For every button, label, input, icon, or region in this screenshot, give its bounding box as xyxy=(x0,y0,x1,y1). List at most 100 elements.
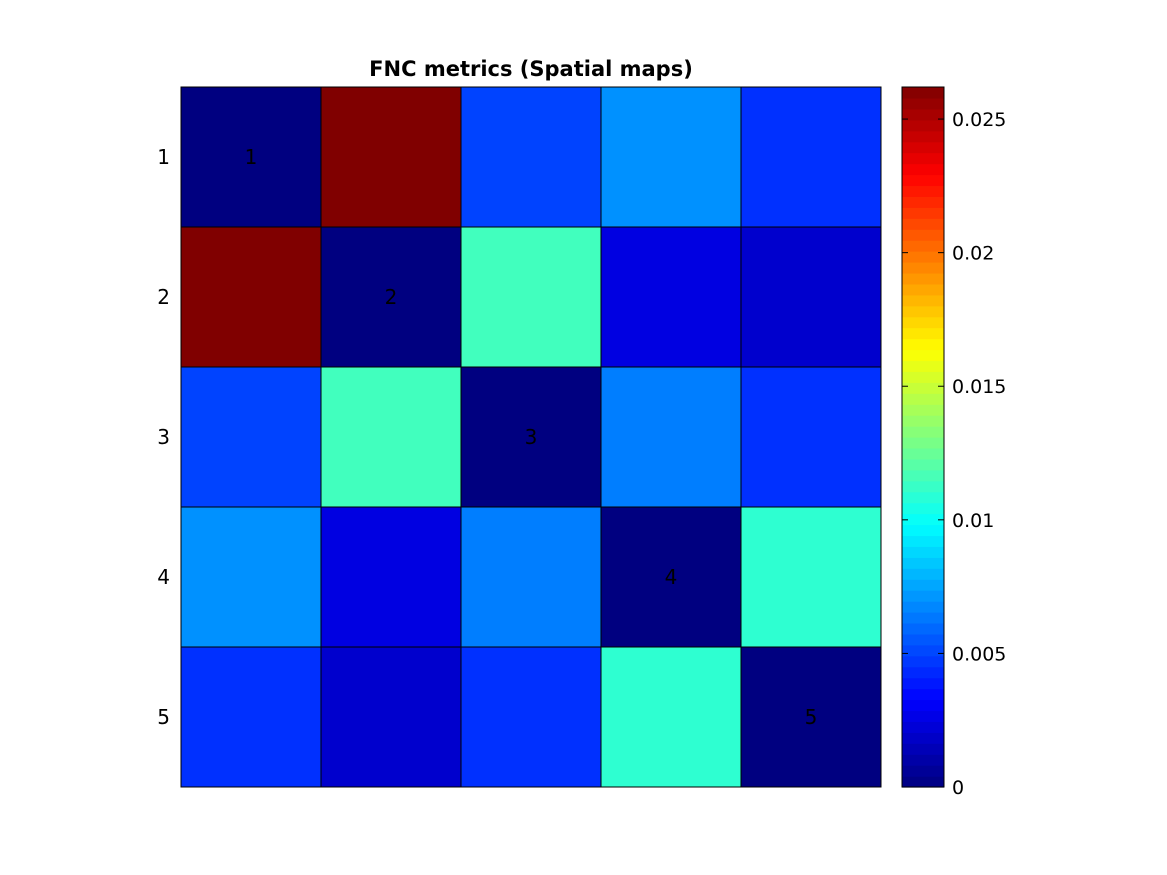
colorbar-swatch xyxy=(902,732,944,744)
colorbar-swatch xyxy=(902,174,944,187)
colorbar-swatch xyxy=(902,622,944,635)
colorbar-swatch xyxy=(902,218,944,230)
colorbar-swatch xyxy=(902,644,944,657)
diagonal-labels: 1 2 3 4 5 xyxy=(245,145,818,729)
colorbar-tick-label: 0.02 xyxy=(952,243,994,265)
colorbar-swatch xyxy=(902,87,944,99)
colorbar-swatch xyxy=(902,426,944,438)
colorbar-swatch xyxy=(902,458,944,471)
heatmap-cell-r1-c5 xyxy=(740,86,882,228)
heatmap-cell-r1-c3 xyxy=(460,86,602,228)
colorbar-tick-label: 0.025 xyxy=(952,109,1006,131)
heatmap-cell-r3-c2 xyxy=(320,366,462,508)
colorbar-swatch xyxy=(902,130,944,143)
colorbar-tick-label: 0 xyxy=(952,777,964,799)
colorbar-swatch xyxy=(902,163,944,176)
colorbar-swatch xyxy=(902,415,944,427)
colorbar-swatch xyxy=(902,765,944,777)
heatmap-cell-r3-c3 xyxy=(460,366,602,508)
colorbar-swatch xyxy=(902,272,944,285)
heatmap-cell-r5-c4 xyxy=(600,646,742,788)
colorbar-swatch xyxy=(902,776,944,788)
colorbar-ticks: 0 0.005 0.01 0.015 0.02 0.025 xyxy=(902,109,1006,799)
colorbar-swatch xyxy=(902,535,944,547)
colorbar-swatch xyxy=(902,480,944,493)
heatmap-cell-r5-c5 xyxy=(740,646,882,788)
colorbar-swatch xyxy=(902,141,944,154)
heatmap-cell-r1-c1 xyxy=(180,86,322,228)
colorbar-swatch xyxy=(902,327,944,340)
colorbar-swatch xyxy=(902,316,944,329)
colorbar-swatch xyxy=(902,612,944,624)
colorbar-frame xyxy=(901,86,945,788)
colorbar-swatch xyxy=(902,710,944,722)
colorbar-swatch xyxy=(902,699,944,712)
heatmap-cell-r4-c2 xyxy=(320,506,462,648)
heatmap-cell-r3-c4 xyxy=(600,366,742,508)
row-tick-label: 3 xyxy=(157,425,170,449)
colorbar-swatch xyxy=(902,382,944,394)
diagonal-label: 3 xyxy=(525,425,538,449)
colorbar-swatch xyxy=(902,108,944,121)
diagonal-label: 5 xyxy=(805,705,818,729)
colorbar-swatch xyxy=(902,240,944,252)
heatmap-cell-r4-c3 xyxy=(460,506,602,648)
heatmap-cell-r5-c1 xyxy=(180,646,322,788)
colorbar-swatch xyxy=(902,404,944,416)
colorbar-swatch xyxy=(902,262,944,274)
row-tick-labels: 1 2 3 4 5 xyxy=(157,145,170,729)
colorbar-swatch xyxy=(902,207,944,219)
colorbar-tick-label: 0.01 xyxy=(952,510,994,532)
colorbar-swatch xyxy=(902,568,944,580)
colorbar-swatch xyxy=(902,579,944,591)
colorbar-swatch xyxy=(902,338,944,351)
colorbar-swatch xyxy=(902,502,944,515)
colorbar-swatch xyxy=(902,152,944,165)
diagonal-label: 1 xyxy=(245,145,258,169)
colorbar-swatch xyxy=(902,251,944,263)
colorbar-swatch xyxy=(902,666,944,679)
heatmap-cell-r5-c2 xyxy=(320,646,462,788)
colorbar-swatch xyxy=(902,557,944,569)
heatmap-cell-r2-c1 xyxy=(180,226,322,368)
colorbar-swatch xyxy=(902,491,944,504)
diagonal-label: 4 xyxy=(665,565,678,589)
colorbar-swatch xyxy=(902,283,944,296)
colorbar-swatch xyxy=(902,633,944,646)
colorbar-swatch xyxy=(902,721,944,733)
colorbar-swatch xyxy=(902,185,944,197)
colorbar-swatch xyxy=(902,601,944,613)
row-tick-label: 1 xyxy=(157,145,170,169)
colorbar-swatch xyxy=(902,677,944,690)
colorbar-swatch xyxy=(902,437,944,449)
row-tick-label: 2 xyxy=(157,285,170,309)
colorbar-swatch xyxy=(902,371,944,383)
colorbar-swatch xyxy=(902,513,944,526)
colorbar xyxy=(901,86,945,788)
colorbar-swatch xyxy=(902,754,944,766)
row-tick-label: 5 xyxy=(157,705,170,729)
heatmap-cell-r4-c5 xyxy=(740,506,882,648)
colorbar-swatch xyxy=(902,743,944,755)
colorbar-swatch xyxy=(902,97,944,110)
colorbar-swatch xyxy=(902,305,944,318)
colorbar-swatch xyxy=(902,590,944,602)
colorbar-swatch xyxy=(902,447,944,460)
colorbar-swatch xyxy=(902,655,944,668)
heatmap-cell-r5-c3 xyxy=(460,646,602,788)
chart-title: FNC metrics (Spatial maps) xyxy=(369,57,693,81)
colorbar-swatch xyxy=(902,546,944,558)
diagonal-label: 2 xyxy=(385,285,398,309)
colorbar-swatch xyxy=(902,196,944,208)
colorbar-tick-label: 0.015 xyxy=(952,376,1006,398)
heatmap-cell-r3-c1 xyxy=(180,366,322,508)
heatmap-cell-r2-c4 xyxy=(600,226,742,368)
colorbar-swatch xyxy=(902,393,944,405)
colorbar-swatch xyxy=(902,524,944,537)
colorbar-swatch xyxy=(902,469,944,482)
colorbar-swatch xyxy=(902,360,944,372)
heatmap-cell-r2-c3 xyxy=(460,226,602,368)
colorbar-swatch xyxy=(902,229,944,241)
colorbar-swatch xyxy=(902,294,944,307)
